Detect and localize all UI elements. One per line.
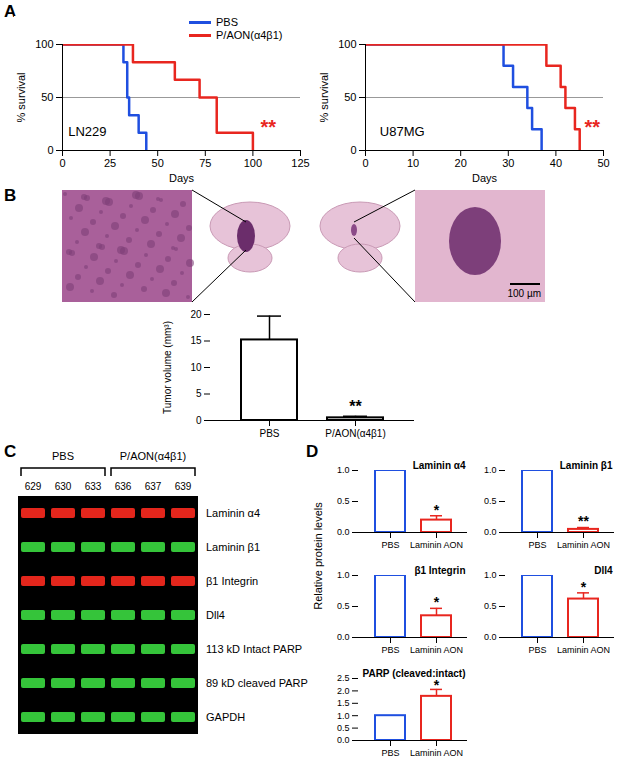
svg-text:0: 0 (47, 144, 53, 156)
svg-text:% survival: % survival (15, 72, 27, 122)
svg-text:P/AON(α4β1): P/AON(α4β1) (325, 428, 385, 439)
svg-text:633: 633 (85, 481, 102, 492)
svg-text:*: * (434, 502, 440, 518)
html-text:C: C (4, 442, 17, 461)
svg-text:2.0: 2.0 (337, 686, 350, 696)
svg-text:U87MG: U87MG (380, 124, 425, 139)
svg-text:125: 125 (291, 157, 309, 169)
svg-text:Dll4: Dll4 (594, 565, 613, 576)
svg-text:β1 Integrin: β1 Integrin (206, 575, 258, 587)
svg-text:0.0: 0.0 (337, 735, 350, 745)
svg-text:0: 0 (59, 157, 65, 169)
svg-text:0.0: 0.0 (484, 527, 497, 537)
svg-text:89 kD cleaved PARP: 89 kD cleaved PARP (206, 677, 308, 689)
svg-text:**: ** (578, 513, 589, 529)
svg-text:50: 50 (344, 91, 356, 103)
svg-text:20: 20 (455, 157, 467, 169)
svg-text:100: 100 (244, 157, 262, 169)
svg-text:Laminin α4: Laminin α4 (413, 460, 466, 471)
svg-text:P/AON(α4β1): P/AON(α4β1) (120, 450, 186, 462)
svg-text:Laminin AON: Laminin AON (410, 540, 463, 550)
svg-text:1.0: 1.0 (484, 570, 497, 580)
svg-text:LN229: LN229 (68, 124, 106, 139)
html-text:B: B (4, 186, 17, 205)
svg-text:Days: Days (472, 172, 498, 184)
svg-text:PBS: PBS (52, 450, 74, 462)
svg-text:0.0: 0.0 (484, 632, 497, 642)
svg-text:20: 20 (190, 309, 202, 320)
svg-text:100 µm: 100 µm (507, 288, 541, 299)
html-text:PBS: PBS (216, 16, 238, 28)
svg-text:PBS: PBS (381, 540, 399, 550)
svg-text:5: 5 (196, 388, 202, 399)
svg-text:1.0: 1.0 (337, 465, 350, 475)
svg-text:0.5: 0.5 (484, 601, 497, 611)
svg-text:25: 25 (104, 157, 116, 169)
svg-text:**: ** (584, 116, 600, 138)
svg-text:PBS: PBS (381, 645, 399, 655)
svg-text:10: 10 (190, 362, 202, 373)
svg-text:PBS: PBS (259, 428, 279, 439)
svg-text:0.5: 0.5 (337, 601, 350, 611)
svg-text:1.0: 1.0 (337, 570, 350, 580)
svg-text:Laminin α4: Laminin α4 (206, 507, 260, 519)
svg-text:636: 636 (115, 481, 132, 492)
svg-text:0.0: 0.0 (337, 527, 350, 537)
svg-text:1.5: 1.5 (337, 698, 350, 708)
svg-text:2.5: 2.5 (337, 673, 350, 683)
svg-text:Laminin AON: Laminin AON (557, 540, 610, 550)
html-text:A: A (4, 2, 17, 21)
svg-text:0.0: 0.0 (337, 632, 350, 642)
svg-text:1.0: 1.0 (484, 465, 497, 475)
svg-text:50: 50 (597, 157, 609, 169)
svg-text:*: * (434, 594, 440, 610)
html-text:P/AON(α4β1): P/AON(α4β1) (216, 29, 283, 41)
svg-text:0: 0 (350, 144, 356, 156)
svg-text:50: 50 (41, 91, 53, 103)
svg-text:**: ** (261, 116, 277, 138)
svg-text:Laminin AON: Laminin AON (410, 645, 463, 655)
svg-text:30: 30 (502, 157, 514, 169)
svg-text:0.5: 0.5 (337, 496, 350, 506)
html-text:D: D (306, 442, 319, 461)
svg-text:β1 Integrin: β1 Integrin (414, 565, 465, 576)
svg-text:% survival: % survival (318, 72, 330, 122)
svg-text:Dll4: Dll4 (206, 609, 225, 621)
svg-text:630: 630 (55, 481, 72, 492)
svg-text:*: * (434, 677, 440, 693)
svg-text:1.0: 1.0 (337, 711, 350, 721)
svg-text:113 kD Intact PARP: 113 kD Intact PARP (206, 643, 302, 655)
svg-text:0: 0 (362, 157, 368, 169)
svg-text:10: 10 (407, 157, 419, 169)
svg-text:GAPDH: GAPDH (206, 711, 245, 723)
svg-text:**: ** (349, 398, 362, 415)
html-text:Relative protein levels: Relative protein levels (312, 502, 324, 610)
svg-text:629: 629 (25, 481, 42, 492)
svg-text:Laminin AON: Laminin AON (410, 748, 463, 758)
svg-text:PBS: PBS (528, 540, 546, 550)
svg-text:100: 100 (35, 38, 53, 50)
svg-text:Tumor volume (mm³): Tumor volume (mm³) (162, 321, 173, 414)
svg-text:PBS: PBS (528, 645, 546, 655)
svg-text:0.5: 0.5 (484, 496, 497, 506)
svg-text:Laminin β1: Laminin β1 (206, 541, 260, 553)
svg-text:637: 637 (145, 481, 162, 492)
svg-text:PBS: PBS (381, 748, 399, 758)
svg-text:50: 50 (152, 157, 164, 169)
svg-text:PARP (cleaved:intact): PARP (cleaved:intact) (363, 668, 466, 679)
svg-text:Laminin AON: Laminin AON (557, 645, 610, 655)
svg-text:639: 639 (175, 481, 192, 492)
svg-text:Laminin β1: Laminin β1 (560, 460, 613, 471)
svg-text:75: 75 (199, 157, 211, 169)
svg-text:Days: Days (169, 172, 195, 184)
svg-text:0.5: 0.5 (337, 723, 350, 733)
svg-text:40: 40 (550, 157, 562, 169)
svg-text:*: * (581, 579, 587, 595)
svg-text:100: 100 (338, 38, 356, 50)
svg-text:0: 0 (196, 415, 202, 426)
svg-text:15: 15 (190, 335, 202, 346)
